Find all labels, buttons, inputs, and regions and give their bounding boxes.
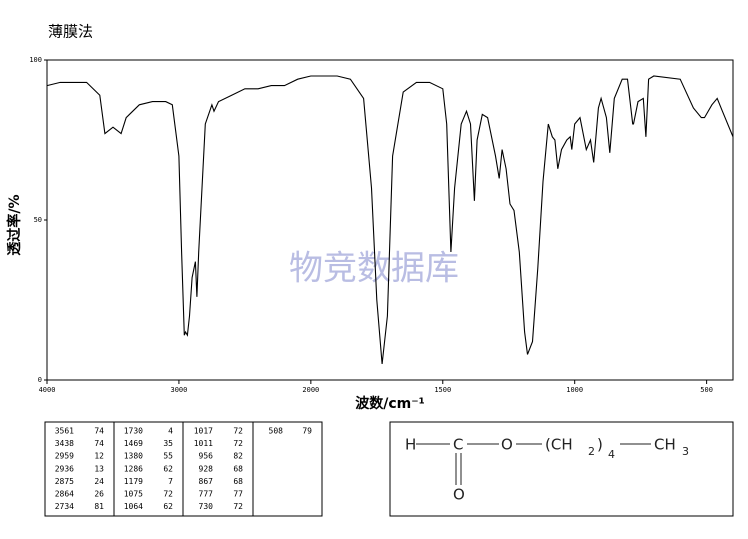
x-tick-label: 500 [700, 386, 713, 394]
subscript: 4 [608, 448, 615, 461]
x-tick-label: 2000 [302, 386, 319, 394]
peak-wavenumber: 3561 [55, 427, 74, 436]
peak-transmittance: 35 [163, 439, 173, 448]
peak-transmittance: 12 [94, 452, 104, 461]
peak-transmittance: 62 [163, 464, 173, 473]
peak-transmittance: 68 [233, 464, 243, 473]
peak-wavenumber: 1179 [124, 477, 143, 486]
atom: O [453, 486, 465, 504]
chart-title: 薄膜法 [48, 23, 93, 41]
peak-transmittance: 4 [168, 427, 173, 436]
peak-wavenumber: 1469 [124, 439, 143, 448]
peak-transmittance: 72 [163, 490, 173, 499]
group: (CH [545, 436, 573, 454]
peak-transmittance: 77 [233, 490, 243, 499]
peak-transmittance: 55 [163, 452, 173, 461]
peak-transmittance: 62 [163, 502, 173, 511]
y-axis-label: 透过率/% [6, 194, 23, 255]
atom: C [453, 436, 463, 454]
x-tick-label: 1500 [434, 386, 451, 394]
peak-wavenumber: 1730 [124, 427, 143, 436]
peak-wavenumber: 1380 [124, 452, 143, 461]
y-tick-label: 100 [29, 56, 42, 64]
peak-transmittance: 74 [94, 427, 104, 436]
peak-wavenumber: 928 [199, 464, 214, 473]
peak-wavenumber: 2734 [55, 502, 74, 511]
peak-transmittance: 72 [233, 427, 243, 436]
peak-wavenumber: 777 [199, 490, 214, 499]
peak-transmittance: 74 [94, 439, 104, 448]
peak-transmittance: 26 [94, 490, 104, 499]
peak-wavenumber: 1075 [124, 490, 143, 499]
peak-transmittance: 79 [302, 427, 312, 436]
peak-wavenumber: 867 [199, 477, 214, 486]
spectrum-line [46, 75, 734, 365]
x-axis-label: 波数/cm⁻¹ [355, 395, 425, 412]
peak-wavenumber: 1064 [124, 502, 143, 511]
y-tick-label: 0 [38, 376, 42, 384]
peak-transmittance: 24 [94, 477, 104, 486]
peak-wavenumber: 956 [199, 452, 214, 461]
peak-wavenumber: 508 [269, 427, 284, 436]
peak-transmittance: 68 [233, 477, 243, 486]
atom: H [405, 436, 416, 454]
group: CH [654, 436, 676, 454]
x-tick-label: 1000 [566, 386, 583, 394]
peak-transmittance: 13 [94, 464, 104, 473]
peak-wavenumber: 2864 [55, 490, 74, 499]
peak-transmittance: 72 [233, 439, 243, 448]
peak-wavenumber: 3438 [55, 439, 74, 448]
subscript: 2 [588, 445, 595, 458]
peak-transmittance: 82 [233, 452, 243, 461]
x-tick-label: 3000 [170, 386, 187, 394]
structure [416, 443, 651, 485]
peak-wavenumber: 730 [199, 502, 214, 511]
peak-transmittance: 7 [168, 477, 173, 486]
x-tick-label: 4000 [39, 386, 56, 394]
watermark: 物竞数据库 [289, 249, 459, 289]
group: ) [597, 436, 603, 454]
atom: O [501, 436, 513, 454]
peak-wavenumber: 1017 [194, 427, 213, 436]
subscript: 3 [682, 445, 689, 458]
peak-transmittance: 72 [233, 502, 243, 511]
peak-transmittance: 81 [94, 502, 104, 511]
y-tick-label: 50 [34, 216, 42, 224]
structure-frame [389, 421, 734, 517]
peak-wavenumber: 2936 [55, 464, 74, 473]
peak-wavenumber: 1286 [124, 464, 143, 473]
peak-wavenumber: 2959 [55, 452, 74, 461]
peak-wavenumber: 1011 [194, 439, 213, 448]
peak-wavenumber: 2875 [55, 477, 74, 486]
